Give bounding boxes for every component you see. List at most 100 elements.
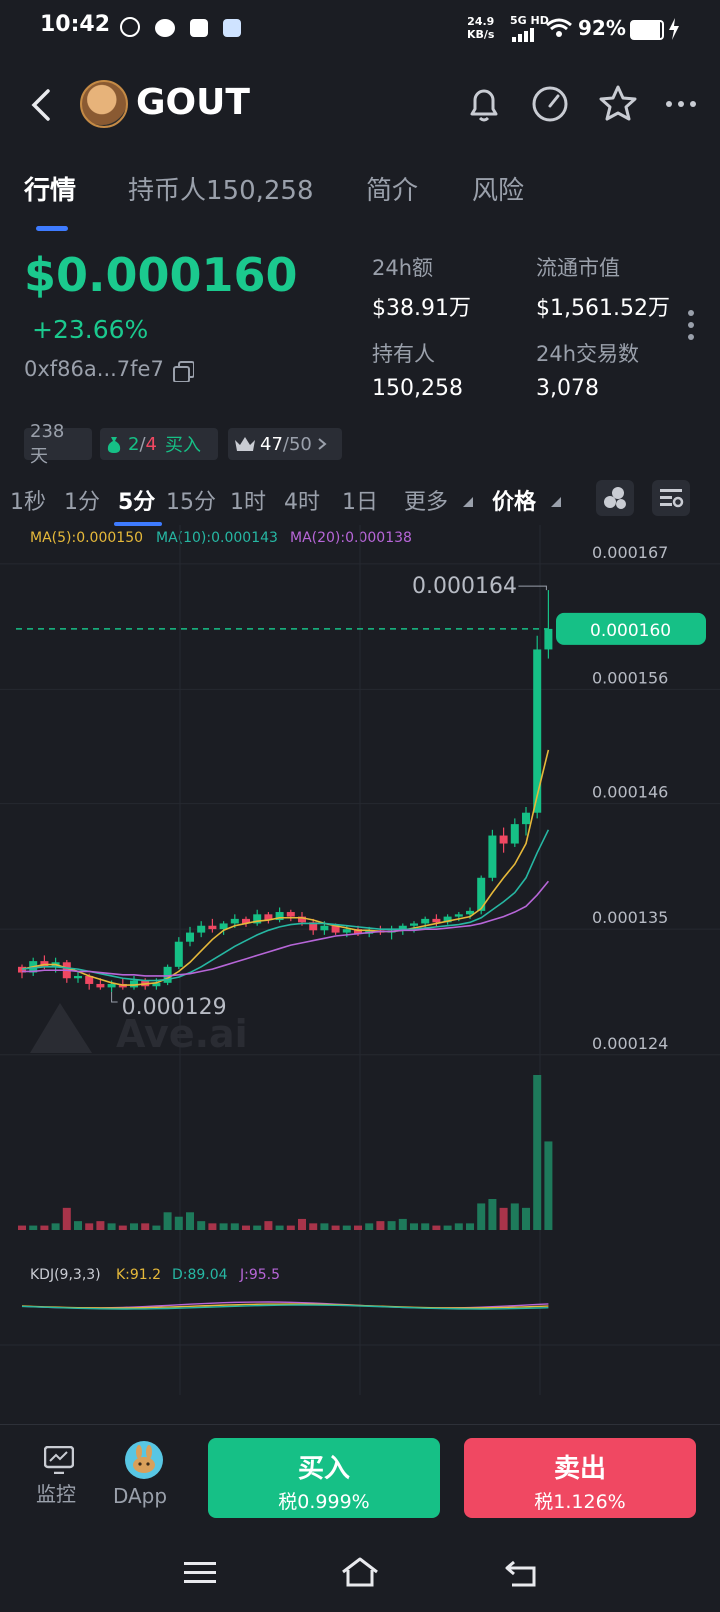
- tf-1s[interactable]: 1秒: [10, 490, 46, 515]
- ma20-line: [22, 880, 550, 977]
- candle: [443, 916, 452, 923]
- candle: [197, 925, 206, 933]
- candle: [331, 925, 340, 933]
- low-label: 0.000129: [122, 995, 227, 1020]
- volume-bar: [107, 1223, 116, 1230]
- contract-address: 0xf86a...7fe7: [24, 357, 164, 381]
- candle: [286, 912, 295, 917]
- candle: [107, 983, 116, 988]
- y-axis-label: 0.000124: [592, 1034, 668, 1053]
- price-selector[interactable]: 价格: [492, 490, 537, 515]
- tf-1m[interactable]: 1分: [64, 490, 100, 515]
- candle: [398, 925, 407, 931]
- rank-value: 47: [260, 433, 283, 455]
- tf-more[interactable]: 更多: [404, 490, 449, 515]
- back-arrow-icon[interactable]: [28, 88, 52, 122]
- battery-percent: 92%: [578, 16, 626, 40]
- volume-bar: [443, 1225, 452, 1230]
- candle: [130, 980, 138, 988]
- tab-holders[interactable]: 持币人150,258: [128, 176, 314, 206]
- current-price: $0.000160: [24, 248, 298, 302]
- volume-bar: [309, 1223, 318, 1230]
- volume-bar: [286, 1225, 295, 1230]
- candle: [208, 925, 217, 930]
- volume-bar: [522, 1207, 530, 1230]
- candle: [309, 922, 318, 931]
- tf-4h[interactable]: 4时: [284, 490, 320, 515]
- notification-icon: [155, 19, 176, 37]
- chart-settings-button[interactable]: [652, 480, 690, 516]
- sell-button[interactable]: 卖出 税1.126%: [464, 1438, 696, 1518]
- stat-24h-volume-value: $38.91万: [372, 296, 471, 321]
- chevron-right-icon: [318, 438, 327, 450]
- menu-icon[interactable]: [184, 1560, 216, 1586]
- tab-risk[interactable]: 风险: [472, 176, 525, 206]
- y-axis-label: 0.000135: [592, 908, 668, 927]
- y-axis-label: 0.000167: [592, 543, 668, 562]
- buy-button[interactable]: 买入 税0.999%: [208, 1438, 440, 1518]
- candle: [152, 982, 161, 987]
- volume-bar: [410, 1223, 418, 1230]
- signal-label: 5G HD: [510, 14, 549, 27]
- tab-market[interactable]: 行情: [24, 176, 77, 206]
- stats-more-icon[interactable]: [688, 310, 694, 346]
- tf-1h[interactable]: 1时: [230, 490, 266, 515]
- volume-bar: [499, 1207, 508, 1230]
- candle: [522, 812, 530, 825]
- tf-1d[interactable]: 1日: [342, 490, 378, 515]
- candle: [174, 941, 183, 967]
- gauge-icon[interactable]: [530, 84, 570, 124]
- volume-bar: [253, 1225, 262, 1230]
- indicator-toggle-button[interactable]: [596, 480, 634, 516]
- price-dropdown-icon: [551, 497, 561, 507]
- high-marker: [518, 585, 547, 591]
- y-axis: 0.000167 0.000156 0.000146 0.000135 0.000124: [592, 543, 668, 1053]
- token-title: GOUT: [136, 82, 250, 123]
- more-icon[interactable]: [662, 84, 702, 124]
- monitor-icon: [43, 1445, 74, 1475]
- y-axis-label: 0.000156: [592, 668, 668, 687]
- volume-bar: [230, 1223, 239, 1230]
- volume-bar: [219, 1223, 228, 1230]
- candle: [342, 929, 351, 933]
- stat-holders-label: 持有人: [372, 342, 435, 366]
- tab-bar: 行情 持币人150,258 简介 风险: [0, 170, 720, 230]
- volume-bar: [163, 1212, 172, 1230]
- high-label: 0.000164: [412, 574, 517, 599]
- volume-bar: [365, 1223, 374, 1230]
- volume-bar: [354, 1225, 362, 1230]
- copy-icon[interactable]: [172, 360, 194, 382]
- star-icon[interactable]: [598, 84, 638, 124]
- monitor-button[interactable]: 监控: [36, 1445, 76, 1507]
- system-nav-bar: [0, 1540, 720, 1612]
- price-chart[interactable]: Ave.ai 0.0001670.0001560.0001460.0001350…: [0, 525, 720, 1423]
- dapp-button[interactable]: DApp: [112, 1441, 168, 1508]
- candle: [533, 649, 542, 813]
- tf-15m[interactable]: 15分: [166, 490, 216, 515]
- tab-indicator: [36, 226, 68, 231]
- monitor-label: 监控: [36, 1482, 76, 1506]
- buy-total: 4: [145, 433, 157, 455]
- candle: [432, 918, 441, 923]
- timeframe-indicator: [114, 522, 162, 526]
- rank-badge[interactable]: 47 /50: [228, 428, 342, 460]
- home-icon[interactable]: [340, 1556, 380, 1588]
- age-badge: 238 天: [24, 421, 92, 467]
- volume-bar: [387, 1221, 396, 1230]
- candle: [242, 918, 250, 924]
- volume-bar: [186, 1212, 194, 1230]
- volume-bar: [421, 1223, 430, 1230]
- dapp-label: DApp: [112, 1484, 168, 1508]
- notification-icon: [190, 19, 209, 37]
- net-speed: 24.9 KB/s: [467, 15, 494, 41]
- notification-icon: [223, 19, 242, 37]
- tf-5m[interactable]: 5分: [118, 490, 156, 515]
- buy-badge[interactable]: 2 / 4 买入: [100, 428, 218, 460]
- bell-icon[interactable]: [464, 84, 504, 124]
- tab-intro[interactable]: 简介: [366, 176, 419, 206]
- candle: [74, 975, 82, 979]
- back-nav-icon[interactable]: [504, 1558, 538, 1588]
- charging-icon: [669, 18, 679, 40]
- volume-bar: [275, 1225, 284, 1230]
- token-avatar: [80, 80, 128, 128]
